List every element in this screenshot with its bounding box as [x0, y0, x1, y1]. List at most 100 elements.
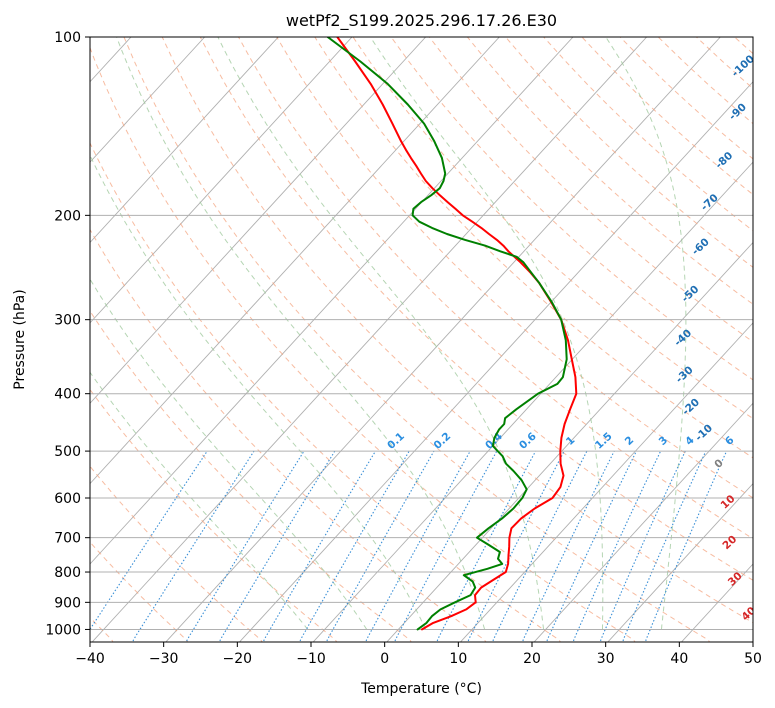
wetbulb-label: -60 — [690, 236, 712, 258]
wetbulb-label: 20 — [720, 533, 739, 552]
plot-frame — [89, 36, 754, 643]
moist-adiabat-line — [90, 154, 427, 630]
mixing-ratio-line — [394, 450, 498, 642]
y-tick-label: 500 — [54, 444, 81, 460]
isotherm-line — [90, 37, 574, 565]
isotherm-line — [165, 37, 721, 642]
isotherm-line — [386, 241, 753, 642]
x-tick-label: −30 — [149, 651, 179, 667]
mixing-ratio-line — [645, 450, 728, 642]
wetbulb-label: -70 — [699, 192, 721, 214]
dewpoint-profile-line — [326, 37, 568, 631]
y-tick-label: 400 — [54, 387, 81, 403]
isotherm-line — [90, 37, 500, 485]
wetbulb-label: -10 — [693, 422, 715, 444]
mixing-ratio-line — [492, 450, 588, 642]
x-tick-label: 10 — [449, 651, 467, 667]
isotherm-line — [90, 37, 206, 163]
mixing-ratio-line — [436, 450, 537, 642]
dry-adiabat-line — [619, 37, 753, 160]
chart-title: wetPf2_S199.2025.296.17.26.E30 — [286, 11, 557, 31]
dry-adiabat-line — [161, 37, 753, 624]
wetbulb-label: 10 — [719, 493, 738, 512]
dry-adiabat-line — [90, 46, 636, 642]
isotherm-lines — [0, 37, 775, 644]
x-tick-label: 0 — [380, 651, 389, 667]
dry-adiabat-line — [90, 388, 338, 642]
y-axis-label: Pressure (hPa) — [12, 289, 28, 389]
dry-adiabat-line — [238, 37, 753, 540]
y-tick-label: 600 — [54, 491, 81, 507]
moist-adiabat-line — [116, 37, 486, 630]
mixing-ratio-label: 2 — [623, 434, 637, 448]
dry-adiabat-line — [123, 37, 711, 642]
moist-adiabat-line — [90, 278, 368, 630]
isotherm-line — [238, 81, 753, 642]
isotherm-line — [680, 563, 753, 642]
mixing-ratio-label: 10 — [770, 432, 775, 451]
mixing-ratio-line — [365, 450, 471, 642]
moist-adiabat-line — [90, 371, 309, 630]
isotherm-line — [607, 482, 753, 642]
moist-adiabat-lines — [90, 37, 687, 630]
isotherm-line — [90, 37, 279, 244]
x-axis-label: Temperature (°C) — [360, 681, 482, 697]
x-tick-label: −20 — [223, 651, 253, 667]
moist-adiabat-line — [369, 37, 604, 630]
isotherm-line — [459, 322, 753, 642]
dry-adiabat-line — [90, 465, 263, 642]
y-tick-label: 100 — [54, 30, 81, 46]
wetbulb-label: -90 — [727, 101, 749, 123]
mixing-ratio-line — [622, 450, 707, 642]
moist-adiabat-line — [605, 37, 687, 630]
mixing-ratio-line — [299, 450, 410, 642]
mixing-ratio-line — [467, 450, 565, 642]
mixing-ratio-label: 1.5 — [593, 430, 615, 451]
x-tick-label: 30 — [597, 651, 615, 667]
isotherm-line — [90, 37, 353, 324]
wetbulb-label: 40 — [739, 605, 758, 624]
mixing-ratio-label: 0.6 — [517, 430, 539, 451]
temperature-profile-line — [336, 37, 578, 631]
isotherm-line — [753, 37, 775, 644]
dry-adiabat-line — [314, 37, 753, 459]
dry-adiabat-line — [505, 37, 753, 268]
dry-adiabat-line — [696, 37, 753, 90]
dry-adiabat-line — [734, 37, 753, 55]
moist-adiabat-line — [217, 37, 545, 630]
y-tick-label: 800 — [54, 565, 81, 581]
mixing-ratio-lines — [90, 450, 728, 642]
axes: −40 −30 −20 −10 0 10 20 30 40 5010020030040050060… — [45, 30, 762, 667]
x-tick-label: 20 — [523, 651, 541, 667]
wetbulb-label: -80 — [713, 150, 735, 172]
mixing-ratio-label: 6 — [723, 434, 737, 448]
dry-adiabat-line — [90, 142, 562, 642]
mixing-ratio-line — [132, 450, 255, 642]
mixing-ratio-line — [572, 450, 662, 642]
mixing-ratio-line — [262, 450, 376, 642]
isotherm-line — [0, 37, 57, 644]
dry-adiabat-line — [90, 228, 487, 642]
dry-adiabat-line — [352, 37, 753, 420]
isotherm-line — [91, 37, 648, 642]
mixing-ratio-label: 0.2 — [432, 430, 454, 451]
wetbulb-label: 0 — [712, 457, 726, 471]
mixing-ratio-line — [326, 450, 435, 642]
x-tick-label: −40 — [75, 651, 105, 667]
pressure-gridlines — [90, 37, 753, 630]
mixing-ratio-line — [522, 450, 615, 642]
mixing-ratio-label: 0.1 — [385, 430, 407, 451]
wetbulb-label: -40 — [672, 327, 694, 349]
y-tick-label: 900 — [54, 595, 81, 611]
profile-series — [326, 37, 578, 631]
isotherm-line — [90, 37, 427, 404]
dry-adiabat-line — [543, 37, 753, 232]
y-tick-label: 700 — [54, 531, 81, 547]
dry-adiabat-line — [90, 541, 189, 642]
dry-adiabat-line — [467, 37, 753, 305]
mixing-ratio-label: 8 — [750, 434, 764, 448]
dry-adiabat-lines — [90, 37, 753, 642]
y-tick-label: 200 — [54, 208, 81, 224]
isotherm-line — [533, 402, 753, 642]
